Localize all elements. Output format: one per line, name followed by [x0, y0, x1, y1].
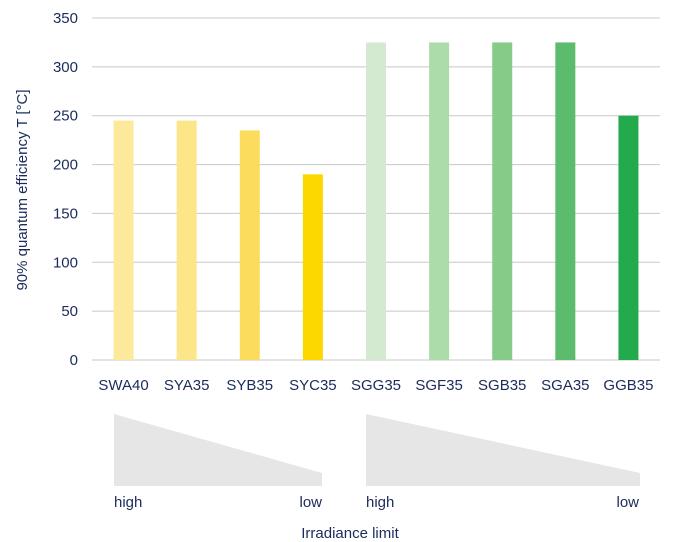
- bar-GGB35: [618, 115, 639, 360]
- y-tick-label: 250: [53, 108, 78, 125]
- bar-SGG35: [366, 42, 386, 361]
- irradiance-title: Irradiance limit: [301, 525, 399, 542]
- irradiance-high-label-1: high: [114, 494, 142, 511]
- irradiance-wedges: [114, 414, 640, 486]
- category-label: SWA40: [98, 377, 148, 394]
- category-label: SGF35: [415, 377, 463, 394]
- bar-SGF35: [429, 42, 450, 361]
- y-tick-label: 50: [61, 303, 78, 320]
- y-tick-label: 150: [53, 205, 78, 222]
- bar-SWA40: [113, 120, 134, 360]
- category-label: SYB35: [226, 377, 273, 394]
- y-tick-label: 200: [53, 157, 78, 174]
- y-axis-label: 90% quantum efficiency T [°C]: [14, 89, 31, 290]
- category-label: SGG35: [351, 377, 401, 394]
- category-label: SYA35: [164, 377, 210, 394]
- bars: [113, 42, 639, 361]
- irradiance-low-label-1: low: [299, 494, 322, 511]
- category-label: SGA35: [541, 377, 589, 394]
- y-tick-labels: 0 50 100 150 200 250 300 350: [53, 10, 78, 369]
- category-label: SYC35: [289, 377, 337, 394]
- y-tick-label: 0: [70, 352, 78, 369]
- irradiance-wedge-2: [366, 414, 640, 486]
- irradiance-high-label-2: high: [366, 494, 394, 511]
- y-tick-label: 300: [53, 59, 78, 76]
- bar-SGB35: [492, 42, 513, 361]
- bar-SYC35: [302, 174, 323, 360]
- bar-SGA35: [555, 42, 576, 361]
- irradiance-wedge-1: [114, 414, 322, 486]
- y-tick-label: 100: [53, 254, 78, 271]
- category-label: SGB35: [478, 377, 526, 394]
- category-label: GGB35: [603, 377, 653, 394]
- bar-SYB35: [239, 130, 260, 360]
- bar-SYA35: [176, 120, 197, 360]
- y-tick-label: 350: [53, 10, 78, 27]
- irradiance-low-label-2: low: [616, 494, 639, 511]
- category-labels: SWA40 SYA35 SYB35 SYC35 SGG35 SGF35 SGB35 SGA35…: [98, 377, 653, 394]
